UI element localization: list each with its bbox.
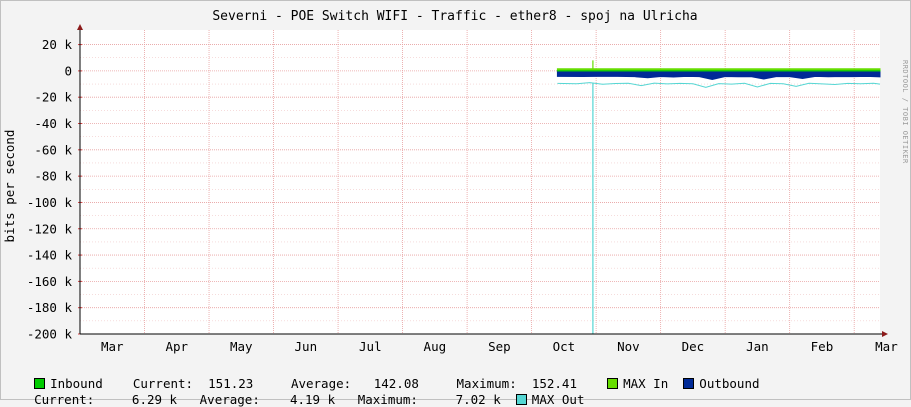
x-tick-label: Sep (488, 339, 511, 354)
x-tick-label: Mar (101, 339, 124, 354)
max-in-swatch (607, 378, 618, 389)
y-axis-label: bits per second (2, 130, 17, 243)
legend-outbound-label: Outbound (699, 376, 759, 391)
x-tick-label: May (230, 339, 253, 354)
y-axis-arrow (77, 24, 83, 30)
y-tick-label: -120 k (27, 221, 73, 236)
x-tick-label: Jun (295, 339, 318, 354)
x-tick-label: Jan (746, 339, 769, 354)
y-tick-label: -160 k (27, 274, 73, 289)
y-tick-label: -20 k (34, 90, 72, 105)
x-tick-label: Jul (359, 339, 382, 354)
x-tick-label: Nov (617, 339, 640, 354)
outbound-swatch (683, 378, 694, 389)
x-tick-label: Feb (811, 339, 834, 354)
rrdtool-watermark: RRDTOOL / TOBI OETIKER (901, 60, 909, 164)
y-tick-label: -80 k (34, 169, 72, 184)
x-tick-label: Apr (165, 339, 188, 354)
y-tick-label: -180 k (27, 300, 73, 315)
y-tick-label: 20 k (42, 37, 73, 52)
y-tick-label: -200 k (27, 327, 73, 342)
plot-area: 20 k 0 -20 k -40 k -60 k -80 k -100 k -120 k -14… (27, 24, 898, 354)
x-tick-label: Mar (875, 339, 898, 354)
legend-max-in-label: MAX In (623, 376, 668, 391)
x-axis-arrow (882, 331, 888, 337)
x-tick-label: Aug (424, 339, 447, 354)
y-tick-label: -100 k (27, 195, 73, 210)
chart-title: Severni - POE Switch WIFI - Traffic - et… (212, 9, 697, 24)
y-tick-label: 0 (64, 63, 72, 78)
x-tick-label: Oct (553, 339, 576, 354)
legend-row-2: Current: 6.29 k Average: 4.19 k Maximum:… (19, 377, 584, 407)
y-tick-label: -60 k (34, 142, 72, 157)
y-tick-label: -40 k (34, 116, 72, 131)
x-tick-label: Dec (682, 339, 705, 354)
y-tick-label: -140 k (27, 248, 73, 263)
